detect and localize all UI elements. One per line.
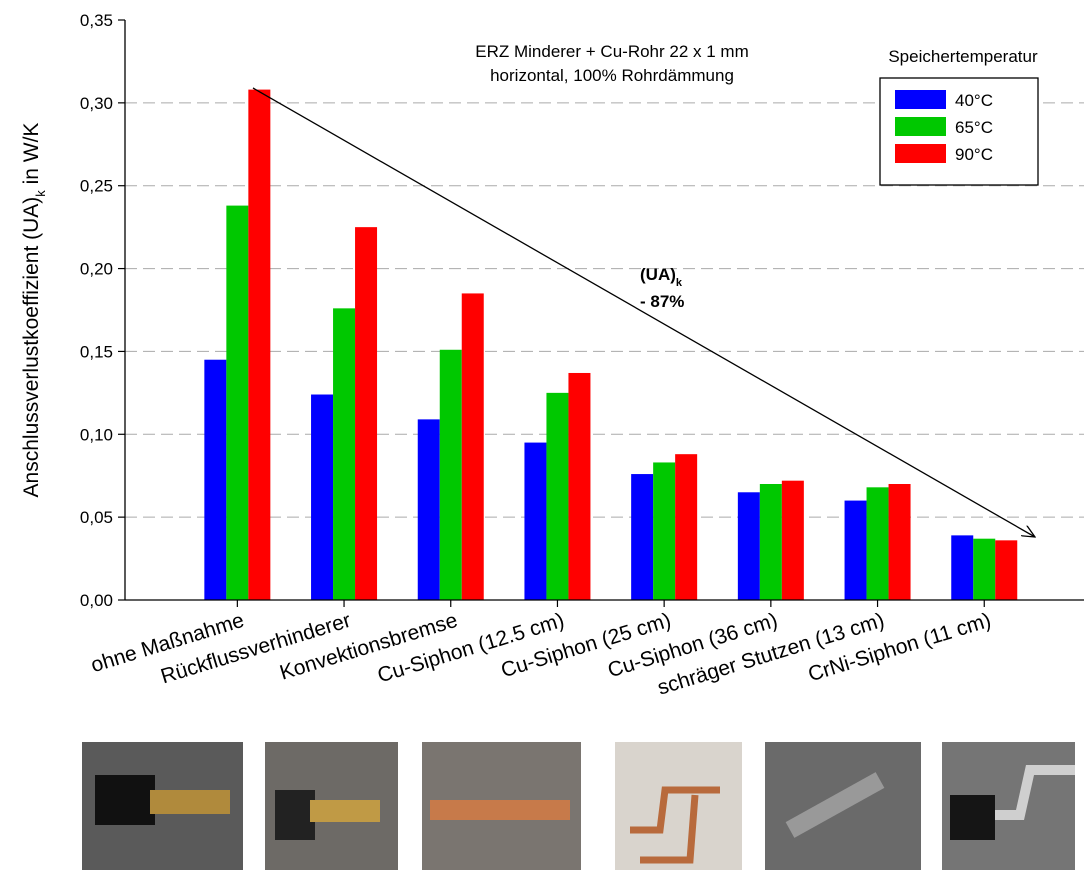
bar (951, 535, 974, 600)
bar (844, 500, 867, 600)
legend-label: 40°C (955, 91, 993, 110)
y-tick-label: 0,25 (80, 177, 113, 196)
y-tick-label: 0,10 (80, 425, 113, 444)
bar (781, 480, 804, 600)
y-label-main: Anschlussverlustkoeffizient (UA) (20, 197, 43, 498)
bar (737, 492, 760, 600)
bar (546, 392, 569, 600)
photo-detail (640, 794, 699, 864)
y-label-sub: k (33, 190, 48, 197)
annotation: horizontal, 100% Rohrdämmung (490, 66, 734, 85)
bar (759, 484, 782, 600)
legend-title: Speichertemperatur (888, 47, 1038, 66)
photo-detail (310, 800, 380, 822)
bar (333, 308, 356, 600)
photo-detail (950, 795, 995, 840)
reduction-value: - 87% (640, 292, 684, 311)
bar (311, 394, 334, 600)
y-tick-label: 0,35 (80, 11, 113, 30)
photo-detail (95, 775, 155, 825)
bar (355, 227, 378, 600)
y-tick-label: 0,15 (80, 342, 113, 361)
bar (226, 205, 249, 600)
legend-label: 90°C (955, 145, 993, 164)
reduction-main: (UA) (640, 265, 676, 284)
photo-detail (990, 765, 1075, 820)
bar (973, 538, 996, 600)
y-tick-label: 0,00 (80, 591, 113, 610)
legend-swatch (895, 90, 946, 109)
y-axis-label: Anschlussverlustkoeffizient (UA)k in W/K (20, 123, 48, 498)
photo-detail (785, 772, 885, 838)
reduction-label: (UA)k (640, 265, 683, 289)
bar (417, 419, 440, 600)
bar (866, 487, 889, 600)
photo-detail (275, 790, 315, 840)
bar (675, 454, 698, 600)
photo-detail (630, 786, 720, 834)
bar (248, 89, 271, 600)
y-tick-label: 0,20 (80, 260, 113, 279)
reduction-sub: k (676, 277, 683, 289)
annotation: ERZ Minderer + Cu-Rohr 22 x 1 mm (475, 42, 749, 61)
y-tick-label: 0,30 (80, 94, 113, 113)
bar (653, 462, 676, 600)
bar (461, 293, 484, 600)
legend-label: 65°C (955, 118, 993, 137)
bar (888, 484, 911, 600)
bar (439, 349, 462, 600)
legend-swatch (895, 144, 946, 163)
x-tick-label: CrNi-Siphon (11 cm) (805, 609, 993, 686)
bar (568, 372, 591, 600)
photo-detail (150, 790, 230, 814)
bar (204, 359, 227, 600)
bar (631, 474, 654, 600)
trend-arrow (252, 87, 1035, 537)
y-tick-label: 0,05 (80, 508, 113, 527)
photo-detail (430, 800, 570, 820)
bar (524, 442, 547, 600)
legend-swatch (895, 117, 946, 136)
y-label-unit: in W/K (20, 123, 43, 191)
bar (995, 540, 1018, 600)
photos (82, 742, 1075, 870)
photo (615, 742, 742, 870)
